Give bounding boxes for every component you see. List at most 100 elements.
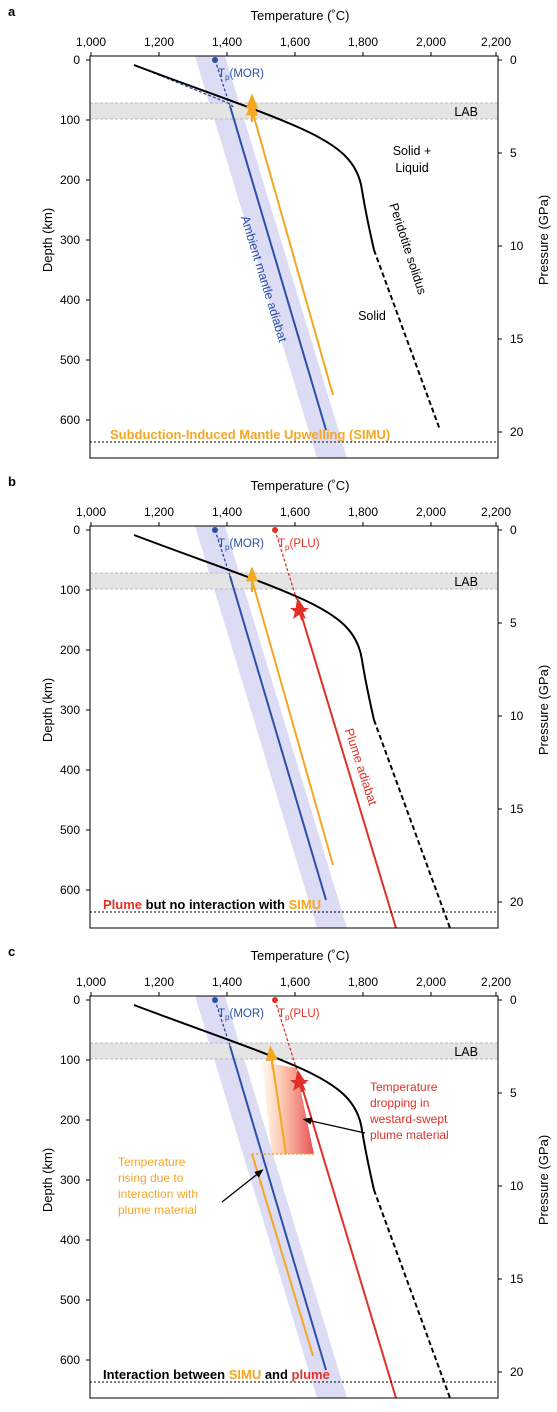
y-tick-label: 600	[60, 883, 80, 897]
y-tick-label: 0	[73, 523, 80, 537]
ambient-adiabat-band	[195, 996, 347, 1398]
svg-text:plume material: plume material	[118, 1203, 197, 1217]
peridotite-solidus-extrapolated	[373, 249, 441, 431]
svg-text:plume material: plume material	[370, 1128, 449, 1142]
tp-plu-label: Tp(PLU)	[278, 538, 320, 552]
tp-plu-label: Tp(PLU)	[278, 1008, 320, 1022]
tp-mor-marker	[212, 527, 218, 533]
y-tick-label: 400	[60, 1233, 80, 1247]
p-tick-label: 10	[510, 239, 524, 253]
svg-text:dropping in: dropping in	[370, 1096, 429, 1110]
panel-c: c Temperature (˚C) 1,000 1,200 1,400 1,6…	[0, 940, 557, 1410]
plume-adiabat-line	[298, 1076, 397, 1398]
ambient-adiabat-line	[229, 105, 327, 431]
panel-c-diagram: c Temperature (˚C) 1,000 1,200 1,400 1,6…	[8, 944, 551, 1399]
x-axis-title: Temperature (˚C)	[251, 8, 350, 23]
x-tick-label: 1,200	[144, 975, 174, 989]
p-tick-label: 5	[510, 1086, 517, 1100]
p-tick-label: 10	[510, 1179, 524, 1193]
y-tick-label: 200	[60, 1113, 80, 1127]
x-tick-label: 2,200	[481, 35, 511, 49]
panel-caption: Interaction between SIMU and plume	[103, 1367, 330, 1382]
plume-adiabat-line	[298, 606, 397, 928]
simu-heated-segment	[271, 1059, 287, 1155]
x-tick-label: 1,600	[280, 35, 310, 49]
left-axis-title: Depth (km)	[40, 208, 55, 272]
right-axis-title: Pressure (GPa)	[536, 195, 551, 285]
y-tick-label: 500	[60, 1293, 80, 1307]
y-tick-label: 400	[60, 293, 80, 307]
x-axis-title: Temperature (˚C)	[251, 948, 350, 963]
solid-label: Solid	[358, 309, 386, 323]
ambient-adiabat-band	[195, 56, 347, 458]
left-axis-title: Depth (km)	[40, 1148, 55, 1212]
lab-label: LAB	[454, 1045, 478, 1059]
lab-label: LAB	[454, 575, 478, 589]
ambient-adiabat-band	[195, 526, 347, 928]
panel-b: b Temperature (˚C) 1,000 1,200 1,400 1,6…	[0, 470, 557, 940]
p-tick-label: 10	[510, 709, 524, 723]
left-tick-labels: 0 100 200 300 400 500 600	[60, 53, 80, 427]
x-tick-label: 1,400	[212, 975, 242, 989]
y-tick-label: 300	[60, 703, 80, 717]
lab-band	[90, 103, 498, 119]
x-tick-label: 2,000	[416, 975, 446, 989]
mor-adiabat-shallow	[214, 59, 231, 107]
right-tick-labels: 0 5 10 15 20	[510, 53, 524, 439]
x-tick-label: 2,000	[416, 35, 446, 49]
y-tick-label: 300	[60, 1173, 80, 1187]
panel-caption: Plume but no interaction with SIMU	[103, 897, 321, 912]
peridotite-solidus-extrapolated	[373, 719, 451, 928]
p-tick-label: 15	[510, 1272, 524, 1286]
x-tick-label: 1,600	[280, 505, 310, 519]
right-tick-labels: 0 5 10 15 20	[510, 993, 524, 1379]
y-tick-label: 400	[60, 763, 80, 777]
solid-liquid-label: Solid +	[393, 144, 432, 158]
y-tick-label: 0	[73, 53, 80, 67]
drop-pointer-arrow	[302, 1117, 366, 1134]
x-tick-label: 1,000	[76, 975, 106, 989]
x-tick-label: 1,000	[76, 505, 106, 519]
y-tick-label: 100	[60, 1053, 80, 1067]
panel-a-diagram: a Temperature (˚C) 1,000 1,200 1,400 1,6…	[8, 4, 551, 459]
panel-caption: Subduction-Induced Mantle Upwelling (SIM…	[110, 427, 390, 442]
y-tick-label: 500	[60, 823, 80, 837]
right-axis-title: Pressure (GPa)	[536, 1135, 551, 1225]
plume-melting-star	[290, 1073, 309, 1091]
p-tick-label: 15	[510, 332, 524, 346]
y-tick-label: 500	[60, 353, 80, 367]
x-tick-labels: 1,000 1,200 1,400 1,600 1,800 2,000 2,20…	[76, 975, 511, 989]
plot-frame	[89, 525, 499, 929]
p-tick-label: 20	[510, 425, 524, 439]
p-tick-label: 5	[510, 146, 517, 160]
simu-arrow	[265, 1045, 279, 1071]
rise-pointer-arrow	[221, 1169, 264, 1203]
y-tick-label: 300	[60, 233, 80, 247]
plot-frame	[89, 55, 499, 459]
y-tick-label: 100	[60, 113, 80, 127]
x-tick-labels: 1,000 1,200 1,400 1,600 1,800 2,000 2,20…	[76, 35, 511, 49]
lab-label: LAB	[454, 105, 478, 119]
x-tick-label: 1,000	[76, 35, 106, 49]
drop-annotation: Temperature dropping in westard-swept pl…	[369, 1080, 449, 1142]
x-axis-title: Temperature (˚C)	[251, 478, 350, 493]
ambient-adiabat-line	[229, 1045, 327, 1371]
tp-mor-label: Tp(MOR)	[218, 68, 264, 82]
y-tick-label: 200	[60, 173, 80, 187]
panel-a: a Temperature (˚C) 1,000 1,200 1,400 1,6…	[0, 0, 557, 470]
lab-band	[90, 573, 498, 589]
left-tick-labels: 0 100 200 300 400 500 600	[60, 993, 80, 1367]
left-tick-labels: 0 100 200 300 400 500 600	[60, 523, 80, 897]
x-tick-label: 2,200	[481, 975, 511, 989]
x-tick-label: 2,200	[481, 505, 511, 519]
x-tick-label: 1,200	[144, 35, 174, 49]
x-tick-label: 2,000	[416, 505, 446, 519]
peridotite-solidus-line	[133, 64, 375, 251]
right-axis-title: Pressure (GPa)	[536, 665, 551, 755]
simu-adiabat-line	[251, 579, 334, 866]
x-tick-label: 1,400	[212, 505, 242, 519]
tp-mor-label: Tp(MOR)	[218, 1008, 264, 1022]
p-tick-label: 20	[510, 895, 524, 909]
left-axis-title: Depth (km)	[40, 678, 55, 742]
svg-text:rising due to: rising due to	[118, 1171, 184, 1185]
